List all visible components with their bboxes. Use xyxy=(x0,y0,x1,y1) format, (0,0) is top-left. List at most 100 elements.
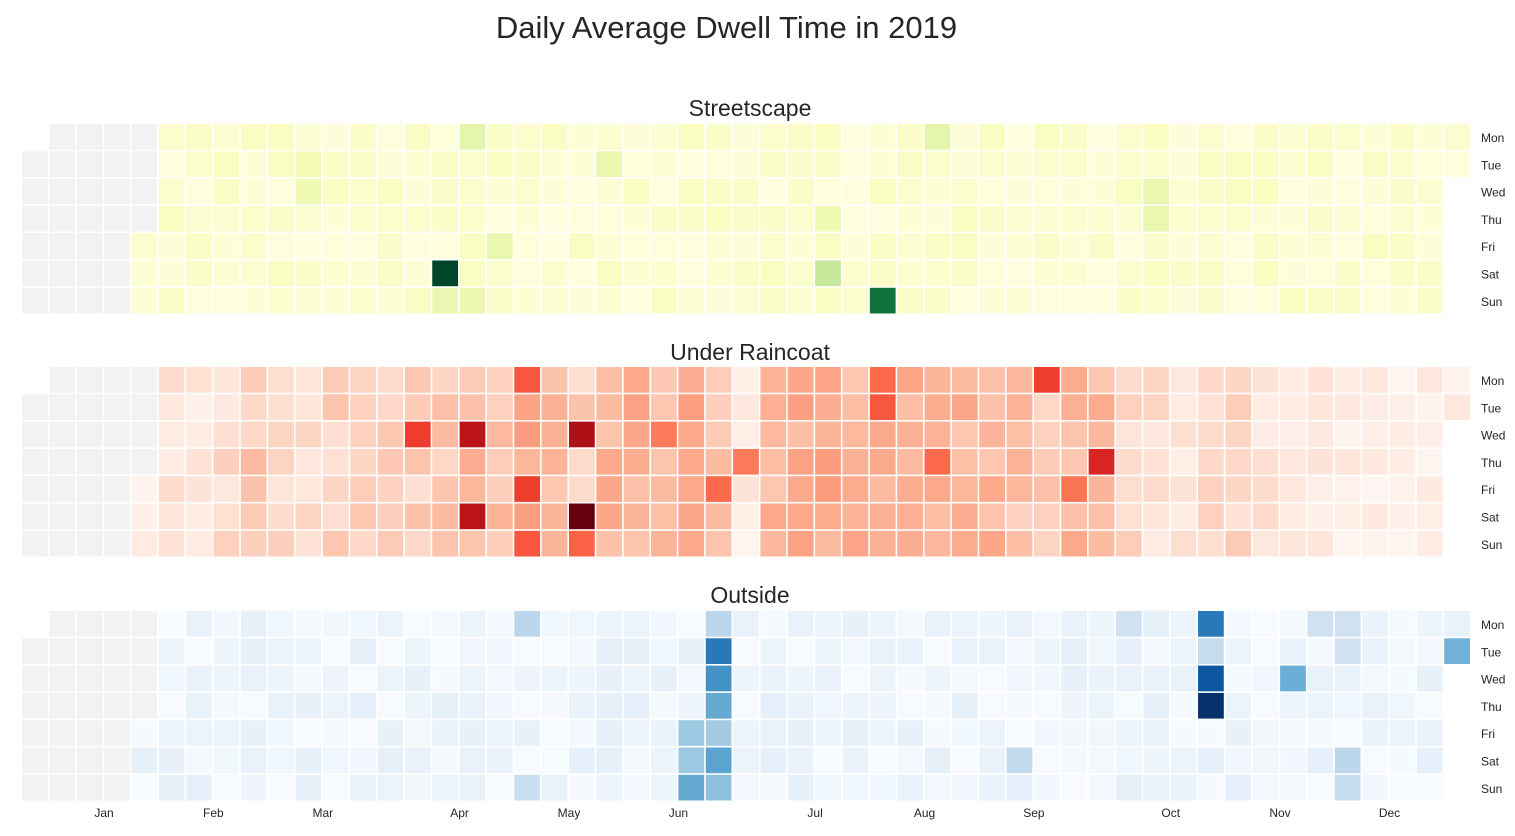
day-cell xyxy=(432,720,458,746)
day-cell xyxy=(1006,151,1033,177)
day-cell xyxy=(104,476,130,502)
day-cell xyxy=(49,233,76,259)
day-cell xyxy=(897,638,923,664)
day-cell xyxy=(514,287,541,314)
day-cell xyxy=(1061,233,1088,259)
day-cell xyxy=(377,747,404,774)
day-cell xyxy=(1334,205,1361,232)
day-cell xyxy=(1116,503,1142,530)
day-cell xyxy=(951,394,978,420)
day-cell xyxy=(486,747,513,774)
day-cell xyxy=(76,774,103,801)
day-cell xyxy=(897,720,923,746)
day-cell xyxy=(596,720,623,746)
day-cell xyxy=(1334,530,1361,557)
day-cell xyxy=(486,287,513,314)
day-cell xyxy=(459,720,486,746)
day-cell xyxy=(1033,774,1060,801)
day-cell xyxy=(240,476,267,502)
day-cell xyxy=(240,638,267,664)
day-cell xyxy=(815,421,841,448)
day-cell xyxy=(404,367,431,393)
day-cell xyxy=(623,638,650,664)
day-cell xyxy=(979,178,1005,205)
day-cell xyxy=(22,178,48,205)
day-cell xyxy=(979,205,1005,232)
day-cell xyxy=(1389,476,1416,502)
day-cell xyxy=(623,720,650,746)
day-cell xyxy=(459,394,486,420)
day-cell xyxy=(787,611,814,637)
day-cell xyxy=(1280,503,1306,530)
day-cell xyxy=(1280,530,1306,557)
weekday-label: Thu xyxy=(1481,700,1502,714)
day-cell xyxy=(322,476,349,502)
day-cell xyxy=(1334,692,1361,719)
day-cell xyxy=(377,720,404,746)
day-cell xyxy=(651,394,677,420)
day-cell xyxy=(268,367,294,393)
day-cell xyxy=(76,638,103,664)
day-cell xyxy=(268,151,294,177)
day-cell xyxy=(1225,747,1252,774)
day-cell xyxy=(596,233,623,259)
day-cell xyxy=(1143,287,1170,314)
day-cell xyxy=(924,638,951,664)
day-cell xyxy=(1198,124,1224,150)
day-cell xyxy=(49,774,76,801)
day-cell xyxy=(1088,476,1115,502)
day-cell xyxy=(596,503,623,530)
day-cell xyxy=(1389,421,1416,448)
day-cell xyxy=(186,287,212,314)
day-cell xyxy=(541,394,568,420)
day-cell xyxy=(295,233,322,259)
day-cell xyxy=(76,151,103,177)
day-cell xyxy=(404,692,431,719)
day-cell xyxy=(897,178,923,205)
day-cell xyxy=(1252,178,1279,205)
day-cell xyxy=(322,178,349,205)
day-cell xyxy=(1006,287,1033,314)
day-cell xyxy=(1116,394,1142,420)
day-cell xyxy=(432,774,458,801)
day-cell xyxy=(678,476,705,502)
month-label: Dec xyxy=(1379,806,1400,820)
day-cell xyxy=(1116,611,1142,637)
day-cell xyxy=(815,151,841,177)
day-cell xyxy=(678,421,705,448)
day-cell xyxy=(1088,448,1115,475)
day-cell xyxy=(1033,611,1060,637)
day-cell xyxy=(651,774,677,801)
day-cell xyxy=(1088,178,1115,205)
day-cell xyxy=(404,233,431,259)
day-cell xyxy=(432,611,458,637)
day-cell xyxy=(924,394,951,420)
day-cell xyxy=(1252,233,1279,259)
day-cell xyxy=(213,367,240,393)
day-cell xyxy=(678,692,705,719)
day-cell xyxy=(1061,124,1088,150)
day-cell xyxy=(1307,367,1334,393)
day-cell xyxy=(1225,205,1252,232)
day-cell xyxy=(787,124,814,150)
day-cell xyxy=(1198,476,1224,502)
day-cell xyxy=(1033,367,1060,393)
day-cell xyxy=(705,260,732,287)
day-cell xyxy=(1362,476,1388,502)
day-cell xyxy=(651,747,677,774)
day-cell xyxy=(979,665,1005,692)
day-cell xyxy=(596,448,623,475)
day-cell xyxy=(979,394,1005,420)
day-cell xyxy=(1116,747,1142,774)
day-cell xyxy=(1170,720,1197,746)
day-cell xyxy=(1006,260,1033,287)
weekday-label: Thu xyxy=(1481,213,1502,227)
day-cell xyxy=(1334,287,1361,314)
day-cell xyxy=(1225,394,1252,420)
day-cell xyxy=(569,124,595,150)
day-cell xyxy=(1198,638,1224,664)
day-cell xyxy=(733,124,759,150)
day-cell xyxy=(295,720,322,746)
weekday-label: Wed xyxy=(1481,429,1505,443)
